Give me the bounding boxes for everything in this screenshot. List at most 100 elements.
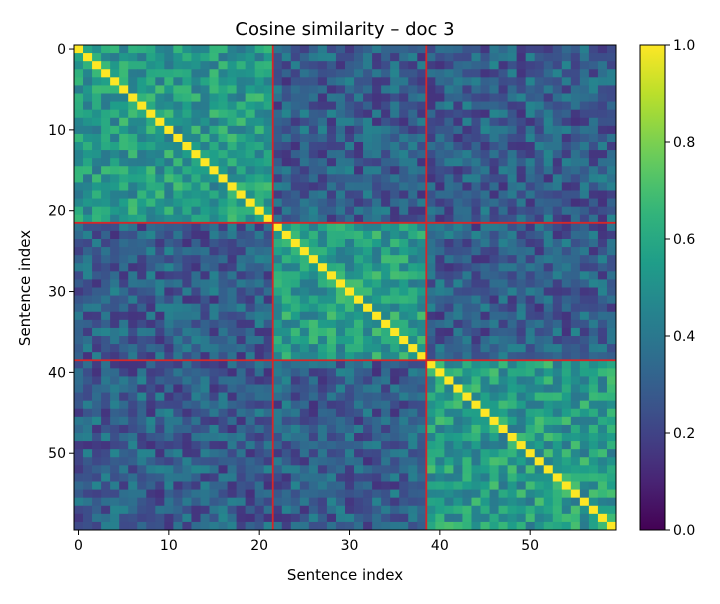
- heatmap-cell: [74, 53, 84, 62]
- heatmap-cell: [236, 230, 247, 240]
- heatmap-cell: [606, 505, 617, 515]
- heatmap-cell: [561, 85, 572, 94]
- heatmap-cell: [191, 513, 201, 523]
- heatmap-cell: [408, 449, 418, 458]
- heatmap-cell: [128, 85, 138, 94]
- heatmap-cell: [507, 336, 518, 345]
- heatmap-cell: [272, 376, 283, 385]
- heatmap-cell: [453, 449, 463, 458]
- heatmap-cell: [552, 295, 563, 305]
- heatmap-cell: [381, 53, 391, 62]
- heatmap-cell: [435, 142, 445, 151]
- heatmap-cell: [417, 489, 427, 499]
- heatmap-cell: [173, 53, 183, 62]
- heatmap-cell: [354, 360, 364, 369]
- heatmap-cell: [606, 190, 617, 199]
- heatmap-cell: [326, 263, 337, 272]
- heatmap-cell: [263, 473, 274, 482]
- heatmap-cell: [453, 271, 463, 280]
- heatmap-cell: [236, 489, 247, 499]
- heatmap-cell: [299, 85, 310, 94]
- heatmap-cell: [480, 158, 490, 167]
- heatmap-cell: [191, 481, 201, 490]
- heatmap-cell: [182, 513, 192, 523]
- heatmap-cell: [471, 319, 481, 329]
- heatmap-cell: [354, 465, 364, 474]
- heatmap-cell: [317, 327, 328, 337]
- heatmap-cell: [462, 158, 472, 167]
- heatmap-cell: [498, 214, 508, 224]
- heatmap-cell: [290, 336, 301, 345]
- heatmap-cell: [543, 319, 554, 329]
- heatmap-cell: [354, 271, 364, 280]
- heatmap-cell: [543, 344, 554, 353]
- heatmap-cell: [137, 513, 147, 523]
- heatmap-cell: [74, 174, 84, 183]
- heatmap-cell: [516, 247, 527, 256]
- heatmap-cell: [290, 271, 301, 280]
- heatmap-cell: [489, 239, 499, 248]
- heatmap-cell: [561, 182, 572, 191]
- heatmap-cell: [164, 449, 174, 458]
- heatmap-cell: [462, 392, 472, 402]
- heatmap-cell: [110, 400, 120, 410]
- heatmap-cell: [570, 166, 581, 175]
- heatmap-cell: [435, 433, 445, 442]
- heatmap-cell: [489, 473, 499, 482]
- heatmap-cell: [561, 150, 572, 159]
- heatmap-cell: [471, 158, 481, 167]
- heatmap-cell: [236, 465, 247, 474]
- heatmap-cell: [74, 473, 84, 482]
- heatmap-cell: [110, 441, 120, 450]
- heatmap-cell: [164, 109, 174, 119]
- heatmap-cell: [597, 45, 608, 54]
- heatmap-cell: [263, 513, 274, 523]
- heatmap-cell: [489, 303, 499, 313]
- heatmap-cell: [182, 352, 192, 361]
- heatmap-cell: [390, 376, 400, 385]
- heatmap-cell: [263, 481, 274, 490]
- heatmap-cell: [281, 433, 292, 442]
- heatmap-cell: [462, 408, 472, 418]
- heatmap-cell: [218, 336, 228, 345]
- heatmap-cell: [507, 109, 518, 119]
- heatmap-cell: [272, 311, 283, 321]
- heatmap-cell: [182, 489, 192, 499]
- heatmap-cell: [345, 465, 355, 474]
- heatmap-cell: [516, 465, 527, 474]
- heatmap-cell: [155, 449, 165, 458]
- heatmap-cell: [426, 198, 436, 208]
- heatmap-cell: [417, 424, 427, 434]
- heatmap-cell: [281, 279, 292, 288]
- heatmap-cell: [570, 198, 581, 208]
- heatmap-cell: [254, 457, 265, 466]
- heatmap-cell: [137, 93, 147, 102]
- heatmap-cell: [561, 505, 572, 515]
- heatmap-cell: [570, 497, 581, 507]
- heatmap-cell: [191, 158, 201, 167]
- heatmap-cell: [263, 287, 274, 296]
- heatmap-cell: [498, 166, 508, 175]
- heatmap-cell: [363, 206, 373, 216]
- heatmap-cell: [381, 214, 391, 224]
- heatmap-cell: [579, 214, 590, 224]
- heatmap-cell: [489, 125, 499, 135]
- heatmap-cell: [552, 109, 563, 119]
- heatmap-cell: [290, 513, 301, 523]
- heatmap-cell: [453, 109, 463, 119]
- heatmap-cell: [606, 125, 617, 135]
- heatmap-cell: [164, 497, 174, 507]
- heatmap-cell: [462, 505, 472, 515]
- heatmap-cell: [326, 53, 337, 62]
- heatmap-cell: [426, 279, 436, 288]
- heatmap-cell: [146, 319, 156, 329]
- heatmap-cell: [164, 376, 174, 385]
- heatmap-cell: [191, 408, 201, 418]
- heatmap-cell: [372, 489, 382, 499]
- heatmap-cell: [74, 319, 84, 329]
- heatmap-cell: [155, 400, 165, 410]
- heatmap-cell: [516, 497, 527, 507]
- heatmap-cell: [588, 433, 599, 442]
- heatmap-cell: [227, 61, 237, 70]
